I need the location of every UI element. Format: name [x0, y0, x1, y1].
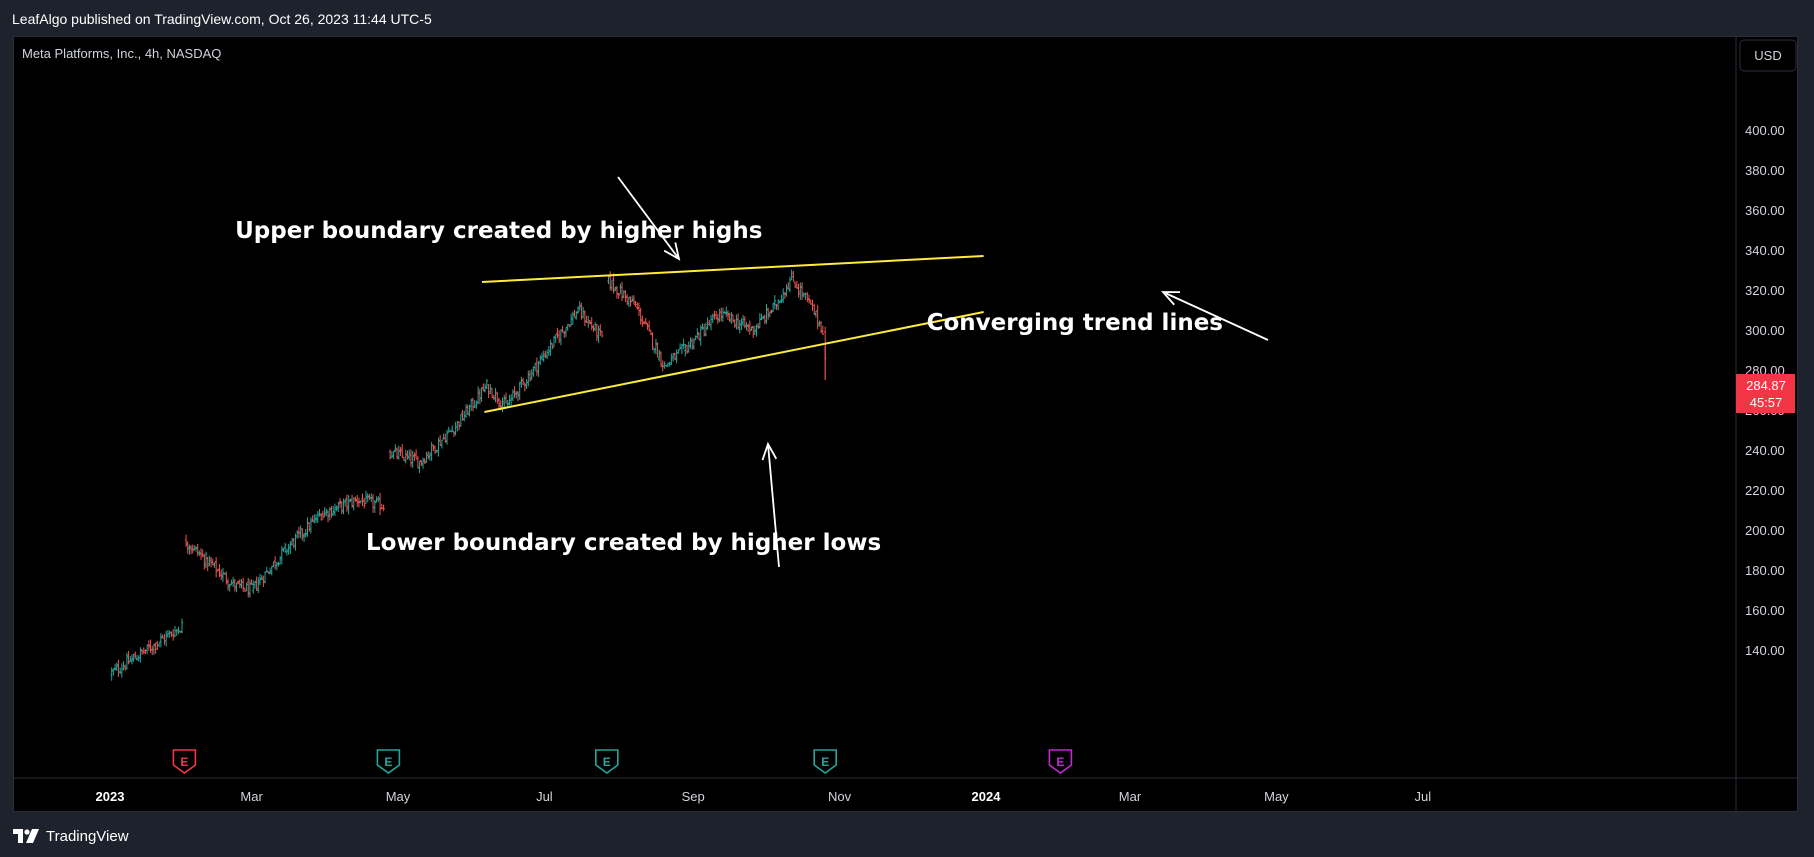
- annotation-text[interactable]: Upper boundary created by higher highs: [235, 218, 762, 244]
- x-tick-label: Mar: [240, 789, 263, 804]
- earnings-marker-label: E: [603, 755, 611, 769]
- annotation-text[interactable]: Lower boundary created by higher lows: [366, 530, 881, 556]
- x-tick-label: 2023: [96, 789, 125, 804]
- footer-brand[interactable]: TradingView: [12, 824, 129, 848]
- x-tick-label: May: [1264, 789, 1289, 804]
- publish-bar: LeafAlgo published on TradingView.com, O…: [0, 0, 1814, 36]
- annotation-arrowhead: [663, 242, 681, 261]
- chart-frame[interactable]: [13, 36, 1798, 812]
- y-tick-label: 380.00: [1745, 163, 1785, 178]
- currency-button[interactable]: [1739, 39, 1797, 72]
- tradingview-logo-icon: [13, 829, 39, 843]
- earnings-marker[interactable]: [813, 749, 837, 774]
- y-tick-label: 400.00: [1745, 123, 1785, 138]
- current-price-value: 284.87: [1746, 378, 1786, 393]
- annotation-text[interactable]: Converging trend lines: [927, 310, 1223, 336]
- x-tick-label: Mar: [1119, 789, 1142, 804]
- x-tick-label: May: [386, 789, 411, 804]
- x-tick-label: Jul: [536, 789, 553, 804]
- published-info: LeafAlgo published on TradingView.com, O…: [12, 11, 432, 27]
- earnings-marker-label: E: [180, 755, 188, 769]
- x-tick-label: Jul: [1414, 789, 1431, 804]
- annotation-arrowhead: [1160, 291, 1181, 306]
- x-tick-label: 2024: [972, 789, 1002, 804]
- earnings-marker[interactable]: [376, 749, 401, 774]
- trendline-lower[interactable]: [484, 311, 984, 413]
- y-tick-label: 340.00: [1745, 243, 1785, 258]
- y-tick-label: 160.00: [1745, 603, 1785, 618]
- y-tick-label: 180.00: [1745, 563, 1785, 578]
- y-tick-label: 240.00: [1745, 443, 1785, 458]
- annotation-arrow[interactable]: [617, 176, 680, 260]
- symbol-title: Meta Platforms, Inc., 4h, NASDAQ: [22, 46, 221, 61]
- y-tick-label: 200.00: [1745, 523, 1785, 538]
- earnings-marker-label: E: [821, 755, 829, 769]
- earnings-marker-label: E: [1056, 755, 1064, 769]
- trendline-upper[interactable]: [481, 255, 984, 283]
- x-tick-label: Nov: [828, 789, 852, 804]
- earnings-marker[interactable]: [595, 749, 619, 774]
- annotation-arrow[interactable]: [1162, 291, 1269, 341]
- y-tick-label: 360.00: [1745, 203, 1785, 218]
- footer-brand-label: TradingView: [46, 827, 129, 845]
- y-tick-label: 320.00: [1745, 283, 1785, 298]
- currency-button-label[interactable]: USD: [1754, 48, 1781, 63]
- annotation-arrow[interactable]: [767, 443, 780, 568]
- earnings-marker[interactable]: [1048, 749, 1073, 774]
- y-tick-label: 140.00: [1745, 643, 1785, 658]
- earnings-marker-label: E: [384, 755, 392, 769]
- earnings-marker[interactable]: [172, 749, 197, 774]
- x-tick-label: Sep: [682, 789, 705, 804]
- current-price-timer: 45:57: [1750, 395, 1783, 410]
- y-tick-label: 300.00: [1745, 323, 1785, 338]
- annotation-arrowhead: [761, 441, 778, 461]
- current-price-badge: [1736, 374, 1795, 413]
- y-tick-label: 220.00: [1745, 483, 1785, 498]
